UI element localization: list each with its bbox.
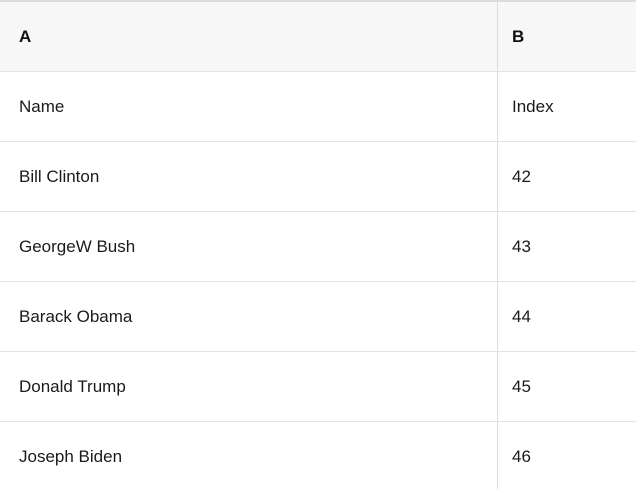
cell-index[interactable]: 46 (497, 422, 636, 489)
table-row: Name Index (0, 72, 636, 142)
cell-name[interactable]: Barack Obama (19, 306, 133, 326)
cell-name[interactable]: Donald Trump (19, 376, 126, 396)
column-header-row: A B (0, 2, 636, 72)
cell-name[interactable]: Bill Clinton (19, 166, 100, 186)
column-header-b[interactable]: B (497, 2, 636, 71)
cell-index[interactable]: Index (497, 72, 636, 141)
table-body: Name Index Bill Clinton 42 GeorgeW Bush … (0, 72, 636, 489)
table-row: Barack Obama 44 (0, 282, 636, 352)
cell-index[interactable]: 45 (497, 352, 636, 421)
table-row: Bill Clinton 42 (0, 142, 636, 212)
cell-name[interactable]: Joseph Biden (19, 446, 123, 466)
cell-index[interactable]: 42 (497, 142, 636, 211)
cell-index[interactable]: 43 (497, 212, 636, 281)
table-row: Donald Trump 45 (0, 352, 636, 422)
cell-name[interactable]: Name (19, 96, 65, 116)
table-row: Joseph Biden 46 (0, 422, 636, 489)
cell-index[interactable]: 44 (497, 282, 636, 351)
table-row: GeorgeW Bush 43 (0, 212, 636, 282)
column-header-a[interactable]: A (19, 26, 32, 46)
cell-name[interactable]: GeorgeW Bush (19, 236, 136, 256)
